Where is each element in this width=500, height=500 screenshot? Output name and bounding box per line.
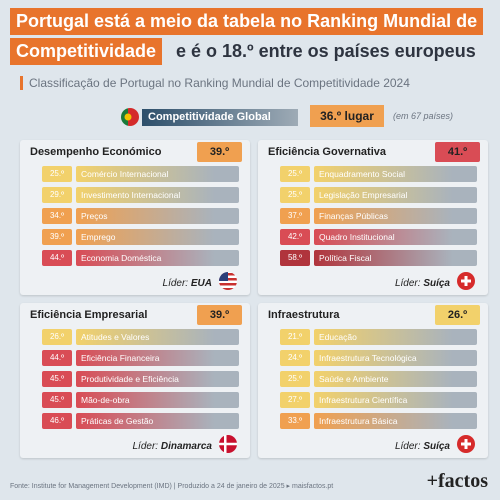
- leader: Líder: Suíça: [395, 278, 450, 289]
- item-rank: 24.º: [280, 350, 310, 366]
- item-label: Mão-de-obra: [76, 392, 239, 408]
- flag: [457, 272, 475, 290]
- brand: +factos: [426, 470, 488, 492]
- leader-label: Líder:: [162, 278, 189, 289]
- flag: [219, 272, 237, 290]
- item-label: Economia Doméstica: [76, 250, 239, 266]
- panel-title: Desempenho Económico: [30, 146, 162, 158]
- item-rank: 45.º: [42, 392, 72, 408]
- item-label: Saúde e Ambiente: [314, 371, 477, 387]
- panel-title: Eficiência Empresarial: [30, 309, 148, 321]
- leader-label: Líder:: [394, 278, 421, 289]
- item-label: Legislação Empresarial: [314, 187, 477, 203]
- item-rank: 25.º: [280, 187, 310, 203]
- item-label: Produtividade e Eficiência: [76, 371, 239, 387]
- portugal-flag: [121, 108, 139, 126]
- item-rank: 37.º: [280, 208, 310, 224]
- item-label: Práticas de Gestão: [76, 413, 239, 429]
- item-rank: 33.º: [280, 413, 310, 429]
- item-rank: 45.º: [42, 371, 72, 387]
- leader: Líder: Suíça: [395, 441, 450, 452]
- item-rank: 39.º: [42, 229, 72, 245]
- subtitle: Classificação de Portugal no Ranking Mun…: [20, 76, 410, 90]
- item-label: Educação: [314, 329, 477, 345]
- item-rank: 44.º: [42, 250, 72, 266]
- leader-country: EUA: [190, 278, 212, 289]
- item-label: Preços: [76, 208, 239, 224]
- panel-rank: 39.º: [197, 305, 242, 325]
- item-label: Quadro Institucional: [314, 229, 477, 245]
- panel-title: Eficiência Governativa: [268, 146, 386, 158]
- item-label: Infraestrutura Tecnológica: [314, 350, 477, 366]
- flag: [457, 435, 475, 453]
- panel: Desempenho Económico 39.º 25.º Comércio Int…: [20, 140, 250, 295]
- panel-title: Infraestrutura: [268, 309, 340, 321]
- item-rank: 21.º: [280, 329, 310, 345]
- leader: Líder: EUA: [163, 278, 212, 289]
- leader-label: Líder:: [394, 441, 421, 452]
- item-rank: 46.º: [42, 413, 72, 429]
- panel-rank: 39.º: [197, 142, 242, 162]
- item-label: Eficiência Financeira: [76, 350, 239, 366]
- item-label: Política Fiscal: [314, 250, 477, 266]
- item-rank: 29.º: [42, 187, 72, 203]
- item-label: Infraestrutura Básica: [314, 413, 477, 429]
- panel: Infraestrutura 26.º 21.º Educação 24.º Infrae…: [258, 303, 488, 458]
- item-rank: 26.º: [42, 329, 72, 345]
- global-note: (em 67 países): [393, 111, 454, 121]
- leader-country: Suíça: [423, 278, 450, 289]
- source: Fonte: Institute for Management Developm…: [10, 483, 334, 490]
- leader-country: Dinamarca: [160, 441, 212, 452]
- title-highlight: Competitividade: [10, 38, 163, 65]
- item-label: Investimento Internacional: [76, 187, 239, 203]
- title-rest: e é o 18.º entre os países europeus: [176, 41, 476, 61]
- panel: Eficiência Governativa 41.º 25.º Enquadrame…: [258, 140, 488, 295]
- item-label: Infraestrutura Científica: [314, 392, 477, 408]
- item-rank: 25.º: [280, 166, 310, 182]
- leader-label: Líder:: [132, 441, 159, 452]
- panel-rank: 41.º: [435, 142, 480, 162]
- item-rank: 27.º: [280, 392, 310, 408]
- item-rank: 58.º: [280, 250, 310, 266]
- global-label: Competitividade Global: [142, 109, 298, 126]
- item-rank: 34.º: [42, 208, 72, 224]
- item-rank: 25.º: [42, 166, 72, 182]
- item-label: Atitudes e Valores: [76, 329, 239, 345]
- item-label: Enquadramento Social: [314, 166, 477, 182]
- leader-country: Suíça: [423, 441, 450, 452]
- panel-rank: 26.º: [435, 305, 480, 325]
- flag: [219, 435, 237, 453]
- panel: Eficiência Empresarial 39.º 26.º Atitudes e…: [20, 303, 250, 458]
- leader: Líder: Dinamarca: [133, 441, 213, 452]
- global-rank: 36.º lugar: [310, 105, 384, 127]
- item-rank: 42.º: [280, 229, 310, 245]
- item-rank: 25.º: [280, 371, 310, 387]
- item-label: Comércio Internacional: [76, 166, 239, 182]
- item-label: Emprego: [76, 229, 239, 245]
- item-rank: 44.º: [42, 350, 72, 366]
- item-label: Finanças Públicas: [314, 208, 477, 224]
- title: Portugal está a meio da tabela no Rankin…: [10, 8, 484, 35]
